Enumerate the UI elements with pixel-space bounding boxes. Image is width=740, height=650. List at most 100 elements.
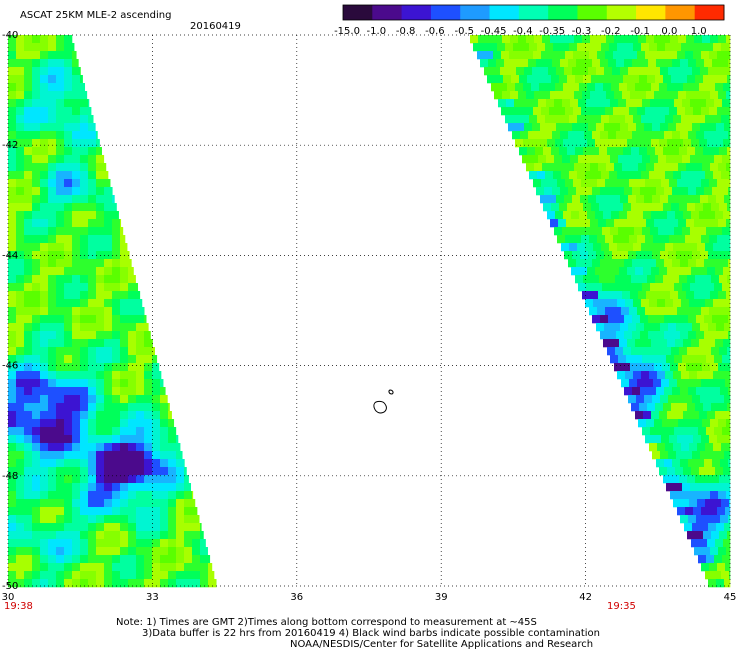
swath-cell <box>589 51 598 60</box>
swath-cell <box>128 355 137 364</box>
swath-cell <box>120 419 129 428</box>
swath-cell <box>662 219 671 228</box>
swath-cell <box>48 403 57 412</box>
swath-cell <box>32 155 41 164</box>
swath-cell <box>613 51 622 60</box>
swath-cell <box>56 507 65 516</box>
swath-cell <box>56 259 65 268</box>
swath-cell <box>144 547 153 556</box>
swath-cell <box>40 91 49 100</box>
swath-cell <box>120 467 129 476</box>
swath-cell <box>684 67 693 76</box>
swath-cell <box>176 467 185 476</box>
swath-cell <box>646 91 655 100</box>
swath-cell <box>16 363 25 372</box>
swath-cell <box>24 67 33 76</box>
swath-cell <box>72 363 81 372</box>
swath-cell <box>567 203 576 212</box>
swath-cell <box>706 99 715 108</box>
swath-cell <box>88 459 97 468</box>
swath-cell <box>672 131 681 140</box>
swath-cell <box>24 139 33 148</box>
swath-cell <box>16 131 25 140</box>
swath-cell <box>545 43 554 52</box>
swath-cell <box>64 331 73 340</box>
swath-cell <box>545 171 554 180</box>
swath-cell <box>152 395 161 404</box>
swath-cell <box>88 419 97 428</box>
swath-cell <box>715 467 724 476</box>
swath-cell <box>697 243 706 252</box>
swath-cell <box>710 419 719 428</box>
swath-cell <box>615 275 624 284</box>
swath-cell <box>653 51 662 60</box>
swath-cell <box>128 475 137 484</box>
swath-cell <box>666 355 675 364</box>
swath-cell <box>80 147 89 156</box>
swath-cell <box>528 59 537 68</box>
swath-cell <box>48 475 57 484</box>
swath-cell <box>611 211 620 220</box>
swath-cell <box>104 331 113 340</box>
swath-cell <box>72 291 81 300</box>
swath-cell <box>48 339 57 348</box>
swath-cell <box>695 347 704 356</box>
swath-cell <box>629 107 638 116</box>
swath-cell <box>640 315 649 324</box>
swath-cell <box>669 307 678 316</box>
swath-cell <box>726 363 731 372</box>
swath-cell <box>628 323 637 332</box>
swath-cell <box>723 411 731 420</box>
swath-cell <box>661 179 670 188</box>
swath-cell <box>120 395 129 404</box>
swath-cell <box>632 131 641 140</box>
swath-cell <box>168 411 172 420</box>
swath-cell <box>56 243 65 252</box>
swath-cell <box>704 259 713 268</box>
swath-cell <box>144 539 153 548</box>
swath-cell <box>696 331 705 340</box>
swath-cell <box>722 155 731 164</box>
swath-cell <box>681 499 690 508</box>
swath-cell <box>693 179 702 188</box>
swath-cell <box>80 75 83 84</box>
swath-cell <box>32 395 41 404</box>
swath-cell <box>622 91 631 100</box>
swath-cell <box>112 187 113 196</box>
swath-cell <box>639 403 648 412</box>
swath-cell <box>711 475 720 484</box>
swath-cell <box>566 35 575 44</box>
swath-cell <box>8 179 17 188</box>
swath-cell <box>625 43 634 52</box>
swath-cell <box>592 131 601 140</box>
swath-cell <box>701 179 710 188</box>
swath-cell <box>112 227 121 236</box>
swath-cell <box>702 219 711 228</box>
swath-cell <box>624 187 633 196</box>
swath-cell <box>40 339 49 348</box>
swath-cell <box>600 59 609 68</box>
swath-cell <box>638 219 647 228</box>
swath-cell <box>64 395 73 404</box>
swath-cell <box>665 171 674 180</box>
swath-cell <box>655 75 664 84</box>
swath-cell <box>40 283 49 292</box>
swath-cell <box>646 291 655 300</box>
swath-cell <box>88 411 97 420</box>
swath-cell <box>643 139 652 148</box>
swath-cell <box>686 91 695 100</box>
swath-cell <box>566 219 575 228</box>
swath-cell <box>40 187 49 196</box>
swath-cell <box>614 363 623 372</box>
swath-cell <box>626 283 635 292</box>
swath-cell <box>8 435 17 444</box>
swath-cell <box>40 435 49 444</box>
swath-cell <box>48 243 57 252</box>
swath-cell <box>56 547 65 556</box>
swath-cell <box>120 507 129 516</box>
swath-cell <box>661 307 670 316</box>
swath-cell <box>96 523 105 532</box>
swath-cell <box>705 43 714 52</box>
swath-cell <box>16 195 25 204</box>
swath-cell <box>56 475 65 484</box>
